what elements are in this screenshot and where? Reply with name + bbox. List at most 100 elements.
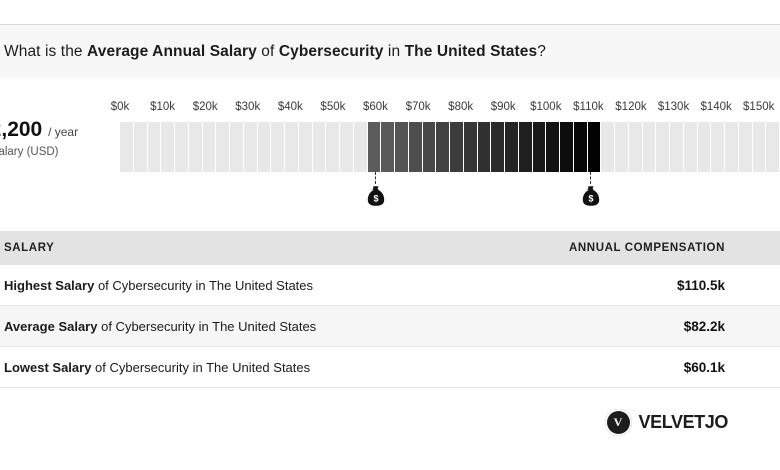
axis-tick-label: $90k xyxy=(490,101,516,113)
axis-tick-label: $10k xyxy=(150,101,176,113)
table-body: Highest Salary of Cybersecurity in The U… xyxy=(0,265,780,388)
axis-tick-label: $140k xyxy=(700,101,732,113)
gauge-segment xyxy=(243,122,258,172)
average-salary-sublabel: g. Salary (USD) xyxy=(0,146,59,158)
money-bag-icon: $ xyxy=(367,186,385,206)
salary-gauge: 82,200 / year g. Salary (USD) $0k $10k $20… xyxy=(0,78,780,223)
axis-tick-labels: $0k $10k $20k $30k $40k $50k $60k $70k $80k $90k $… xyxy=(0,101,780,117)
svg-text:$: $ xyxy=(588,194,593,204)
axis-tick-label: $40k xyxy=(277,101,303,113)
gauge-segment xyxy=(573,122,588,172)
row-value: $60.1k xyxy=(683,359,725,375)
average-salary-value: 82,200 xyxy=(0,118,43,141)
brand-logo[interactable]: V VELVETJO xyxy=(604,409,728,436)
axis-tick-label: $110k xyxy=(573,101,604,113)
svg-text:$: $ xyxy=(373,194,378,204)
gauge-segment xyxy=(683,122,698,172)
gauge-segment xyxy=(298,122,313,172)
gauge-segment xyxy=(175,122,189,172)
question-prefix: What is the xyxy=(4,42,88,60)
gauge-segment xyxy=(271,122,285,172)
gauge-segment xyxy=(202,122,217,172)
table-row: Highest Salary of Cybersecurity in The U… xyxy=(0,265,780,306)
gauge-segment xyxy=(353,122,368,172)
column-header-salary: SALARY xyxy=(4,242,55,254)
salary-table: SALARY ANNUAL COMPENSATION Highest Salar… xyxy=(0,231,780,388)
table-header-row: SALARY ANNUAL COMPENSATION xyxy=(0,231,780,265)
axis-tick-label: $30k xyxy=(235,101,261,113)
gauge-segment xyxy=(395,122,409,172)
logo-mark-icon: V xyxy=(604,409,632,436)
gauge-segment xyxy=(752,122,767,172)
gauge-segment xyxy=(367,122,382,172)
gauge-segment xyxy=(381,122,395,172)
gauge-segment xyxy=(546,122,560,172)
gauge-segment xyxy=(120,122,134,172)
gauge-segment xyxy=(230,122,244,172)
question-mid2: in xyxy=(383,42,405,60)
row-label-bold: Average Salary xyxy=(4,318,98,334)
gauge-segment xyxy=(725,122,739,172)
gauge-segment xyxy=(312,122,327,172)
gauge-segment xyxy=(670,122,684,172)
gauge-segment xyxy=(766,122,780,172)
lowest-salary-marker: $ xyxy=(361,172,391,208)
bottom-strip xyxy=(0,453,780,470)
gauge-segment xyxy=(450,122,464,172)
gauge-segment xyxy=(463,122,478,172)
gauge-segment xyxy=(147,122,162,172)
row-label-bold: Highest Salary xyxy=(4,277,95,293)
axis-tick-label: $20k xyxy=(192,101,218,113)
gauge-segment xyxy=(587,122,602,172)
gauge-segment xyxy=(628,122,643,172)
gauge-segment xyxy=(532,122,547,172)
column-header-compensation: ANNUAL COMPENSATION xyxy=(568,242,725,254)
gauge-segment xyxy=(133,122,148,172)
gauge-track xyxy=(120,122,780,172)
row-label-rest: of Cybersecurity in The United States xyxy=(97,318,317,334)
axis-tick-label: $50k xyxy=(320,101,346,113)
logo-mark-letter: V xyxy=(613,415,623,429)
axis-tick-label: $120k xyxy=(615,101,647,113)
question-mid1: of xyxy=(256,42,279,60)
gauge-segment xyxy=(257,122,272,172)
table-row: Lowest Salary of Cybersecurity in The Un… xyxy=(0,347,780,388)
axis-tick-label: $130k xyxy=(657,101,690,113)
gauge-segment xyxy=(518,122,533,172)
axis-tick-label: $150k xyxy=(743,101,775,113)
axis-tick-label: $0k xyxy=(110,101,130,113)
row-label-bold: Lowest Salary xyxy=(4,359,92,375)
gauge-segment xyxy=(285,122,299,172)
row-label-rest: of Cybersecurity in The United States xyxy=(94,277,314,293)
axis-tick-label: $100k xyxy=(530,101,562,113)
gauge-segment xyxy=(340,122,354,172)
gauge-segment xyxy=(505,122,519,172)
gauge-segment xyxy=(642,122,657,172)
table-row: Average Salary of Cybersecurity in The U… xyxy=(0,306,780,347)
marker-stem-low xyxy=(375,172,377,184)
question-bold-metric: Average Annual Salary xyxy=(87,42,257,60)
gauge-segment xyxy=(436,122,450,172)
gauge-segment xyxy=(738,122,753,172)
gauge-segment xyxy=(491,122,505,172)
gauge-segment xyxy=(560,122,574,172)
question-suffix: ? xyxy=(537,42,546,60)
gauge-segment xyxy=(615,122,629,172)
gauge-segment xyxy=(188,122,203,172)
question-bold-location: The United States xyxy=(404,42,538,60)
gauge-segment xyxy=(161,122,175,172)
gauge-segment xyxy=(477,122,492,172)
average-salary-amount: 82,200 / year xyxy=(0,118,118,142)
row-label-rest: of Cybersecurity in The United States xyxy=(91,359,311,375)
axis-tick-label: $70k xyxy=(405,101,431,113)
row-label: Lowest Salary of Cybersecurity in The Un… xyxy=(4,360,310,375)
gauge-segment xyxy=(711,122,725,172)
money-bag-icon: $ xyxy=(582,186,599,206)
gauge-segment xyxy=(216,122,230,172)
question-bold-occupation: Cybersecurity xyxy=(278,42,384,60)
axis-tick-label: $80k xyxy=(448,101,474,113)
gauge-segment xyxy=(408,122,423,172)
question-banner: What is the Average Annual Salary of Cyb… xyxy=(0,25,780,79)
gauge-segment xyxy=(326,122,340,172)
gauge-segment xyxy=(656,122,670,172)
